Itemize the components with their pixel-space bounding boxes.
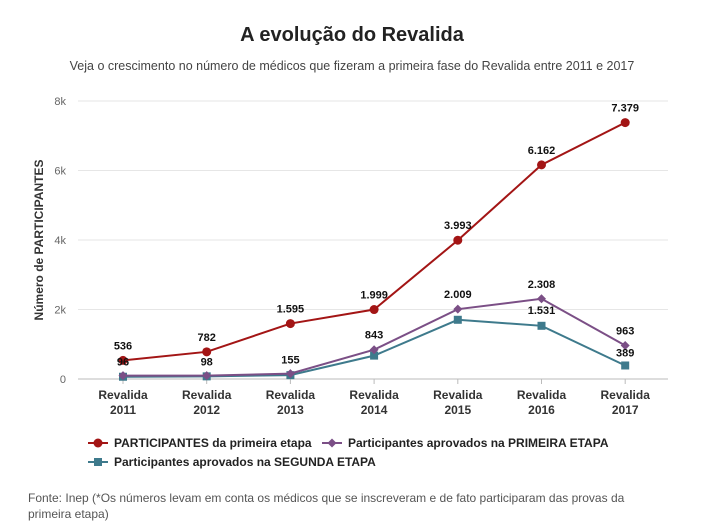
chart-title: A evolução do Revalida — [240, 24, 464, 46]
legend-label: Participantes aprovados na SEGUNDA ETAPA — [114, 455, 376, 469]
point-marker — [93, 438, 103, 448]
data-label: 1.999 — [360, 290, 388, 302]
legend-label: Participantes aprovados na PRIMEIRA ETAP… — [348, 436, 609, 450]
x-tick-label-line: Revalida — [98, 388, 148, 402]
x-tick-label: Revalida 2016 — [517, 388, 567, 417]
x-tick-label-line: 2015 — [444, 403, 471, 417]
data-label: 7.379 — [611, 103, 639, 115]
point-marker — [369, 305, 379, 315]
grid — [78, 100, 668, 380]
point-marker — [620, 118, 630, 128]
x-tick-label-line: 2014 — [361, 403, 388, 417]
x-tick-label: Revalida 2017 — [601, 388, 651, 417]
y-axis-title: Número de PARTICIPANTES — [32, 160, 46, 321]
point-marker — [620, 341, 630, 351]
data-label: 389 — [616, 347, 634, 359]
data-label: 1.531 — [528, 305, 556, 317]
point-marker — [118, 371, 128, 381]
x-tick-label-line: Revalida — [349, 388, 399, 402]
point-marker — [285, 319, 295, 329]
point-marker — [369, 345, 379, 355]
series-group — [118, 118, 630, 381]
legend-label: PARTICIPANTES da primeira etapa — [114, 436, 312, 450]
y-tick-label: 8k — [54, 96, 66, 108]
point-marker — [94, 458, 102, 466]
legend-item: PARTICIPANTES da primeira etapa — [88, 436, 312, 450]
data-label: 6.162 — [528, 145, 556, 157]
data-label: 963 — [616, 326, 634, 338]
point-marker — [621, 361, 630, 370]
x-tick-label-line: Revalida — [266, 388, 316, 402]
y-tick-label: 4k — [54, 235, 66, 247]
legend-item: Participantes aprovados na SEGUNDA ETAPA — [88, 455, 376, 469]
point-marker — [537, 294, 546, 304]
data-label: 843 — [365, 330, 383, 342]
point-marker — [202, 347, 212, 357]
chart-subtitle: Veja o crescimento no número de médicos … — [69, 59, 635, 73]
legend: PARTICIPANTES da primeira etapa Participa… — [88, 436, 609, 469]
point-marker — [453, 235, 463, 245]
point-marker — [453, 315, 462, 324]
point-marker — [370, 351, 379, 360]
x-tick-label-line: 2012 — [193, 403, 220, 417]
data-label: 3.993 — [444, 220, 472, 232]
y-tick-label: 0 — [60, 374, 66, 386]
point-marker — [285, 369, 295, 379]
x-tick-label-line: Revalida — [601, 388, 651, 402]
x-tick-label: Revalida 2011 — [98, 388, 148, 417]
x-tick-label-line: Revalida — [433, 388, 483, 402]
y-axis: 0 2k 4k 6k 8k Número de PARTICIPANTES — [32, 96, 66, 386]
data-labels: 536 782 1.595 1.999 3.993 6.162 7.379 96 98 155 84… — [114, 103, 639, 369]
data-label: 1.595 — [277, 304, 305, 316]
x-tick-label-line: 2013 — [277, 403, 304, 417]
x-tick-label: Revalida 2014 — [349, 388, 399, 417]
x-tick-label-line: Revalida — [182, 388, 232, 402]
data-label: 536 — [114, 340, 132, 352]
x-tick-label-line: 2017 — [612, 403, 639, 417]
point-marker — [537, 321, 546, 330]
point-marker — [537, 160, 546, 170]
source-note: Fonte: Inep (*Os números levam em conta … — [28, 491, 625, 521]
x-tick-label: Revalida 2015 — [433, 388, 483, 417]
data-label: 98 — [201, 357, 213, 369]
y-tick-label: 2k — [54, 305, 66, 317]
x-tick-label: Revalida 2012 — [182, 388, 232, 417]
point-marker — [453, 304, 463, 314]
chart-svg: 0 2k 4k 6k 8k Número de PARTICIPANTES Revalid… — [32, 96, 668, 469]
x-tick-label-line: Revalida — [517, 388, 567, 402]
data-label: 782 — [198, 332, 216, 344]
series-line — [122, 121, 626, 362]
point-marker — [327, 438, 337, 448]
data-label: 2.308 — [528, 279, 556, 291]
point-marker — [118, 355, 128, 365]
x-tick-label: Revalida 2013 — [266, 388, 316, 417]
data-label: 2.009 — [444, 289, 472, 301]
x-tick-label-line: 2016 — [528, 403, 555, 417]
legend-item: Participantes aprovados na PRIMEIRA ETAP… — [322, 436, 609, 450]
point-marker — [202, 371, 212, 381]
data-label: 155 — [281, 355, 299, 367]
x-tick-label-line: 2011 — [110, 403, 136, 417]
y-tick-label: 6k — [54, 166, 66, 178]
data-label: 96 — [117, 357, 129, 369]
